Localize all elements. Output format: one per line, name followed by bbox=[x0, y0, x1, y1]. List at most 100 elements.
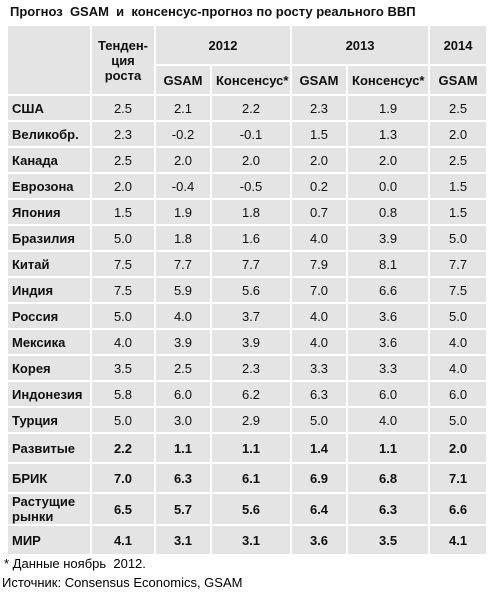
value-cell: -0.2 bbox=[154, 120, 212, 148]
source-text: Consensus Economics, GSAM bbox=[64, 575, 243, 590]
source-label: Источник: bbox=[2, 575, 62, 590]
forecast-table: Тенден-ция роста 2012 2013 2014 GSAM Кон… bbox=[6, 24, 489, 556]
value-cell: 6.3 bbox=[154, 462, 212, 494]
value-cell: 8.1 bbox=[346, 250, 431, 278]
value-cell: 4.0 bbox=[154, 302, 212, 330]
value-cell: 1.9 bbox=[154, 198, 212, 226]
corner-cell bbox=[6, 24, 92, 96]
value-cell: 3.0 bbox=[154, 406, 212, 434]
value-cell: 6.3 bbox=[290, 380, 349, 408]
value-cell: 3.6 bbox=[290, 524, 349, 556]
value-cell: 5.0 bbox=[90, 224, 156, 252]
value-cell: 6.1 bbox=[209, 462, 293, 494]
value-cell: 3.3 bbox=[346, 354, 431, 382]
value-cell: 4.1 bbox=[428, 524, 489, 556]
value-cell: 1.5 bbox=[290, 120, 349, 148]
value-cell: 7.7 bbox=[428, 250, 489, 278]
title: Прогноз GSAM и консенсус-прогноз по рост… bbox=[10, 4, 416, 19]
table-row: Япония 1.5 1.9 1.8 0.7 0.8 1.5 bbox=[6, 198, 489, 226]
value-cell: 3.9 bbox=[154, 328, 212, 356]
value-cell: 7.0 bbox=[290, 276, 349, 304]
value-cell: 1.1 bbox=[154, 432, 212, 464]
value-cell: 5.6 bbox=[209, 276, 293, 304]
table-row: Великобр. 2.3 -0.2 -0.1 1.5 1.3 2.0 bbox=[6, 120, 489, 148]
value-cell: 0.7 bbox=[290, 198, 349, 226]
value-cell: 6.3 bbox=[346, 492, 431, 526]
value-cell: 1.5 bbox=[428, 198, 489, 226]
row-label: БРИК bbox=[6, 462, 92, 494]
value-cell: 1.8 bbox=[154, 224, 212, 252]
value-cell: 2.0 bbox=[428, 120, 489, 148]
value-cell: 2.5 bbox=[154, 354, 212, 382]
value-cell: 0.0 bbox=[346, 172, 431, 200]
header-cell: 2012 bbox=[153, 24, 293, 66]
table-row: Бразилия 5.0 1.8 1.6 4.0 3.9 5.0 bbox=[6, 224, 489, 252]
value-cell: 7.5 bbox=[428, 276, 489, 304]
value-cell: 4.0 bbox=[428, 354, 489, 382]
value-cell: 7.9 bbox=[290, 250, 349, 278]
header-cell: 2014 bbox=[428, 24, 489, 66]
value-cell: 7.7 bbox=[209, 250, 293, 278]
value-cell: 7.0 bbox=[90, 462, 156, 494]
table-row: МИР 4.1 3.1 3.1 3.6 3.5 4.1 bbox=[6, 524, 489, 556]
source: Источник: Consensus Economics, GSAM bbox=[2, 575, 242, 590]
table-row: Канада 2.5 2.0 2.0 2.0 2.0 2.5 bbox=[6, 146, 489, 174]
value-cell: 2.9 bbox=[209, 406, 293, 434]
value-cell: 2.0 bbox=[209, 146, 293, 174]
value-cell: 3.9 bbox=[209, 328, 293, 356]
value-cell: 6.0 bbox=[346, 380, 431, 408]
value-cell: 0.8 bbox=[346, 198, 431, 226]
table-row: Китай 7.5 7.7 7.7 7.9 8.1 7.7 bbox=[6, 250, 489, 278]
table-body: США 2.5 2.1 2.2 2.3 1.9 2.5 Великобр. 2.3 -0.2 -0.… bbox=[6, 94, 489, 556]
row-label: Китай bbox=[6, 250, 92, 278]
row-label: Турция bbox=[6, 406, 92, 434]
value-cell: 6.8 bbox=[346, 462, 431, 494]
value-cell: 6.9 bbox=[290, 462, 349, 494]
header-cell: Консенсус* bbox=[346, 64, 431, 96]
footnote: * Данные ноябрь 2012. bbox=[4, 556, 146, 571]
value-cell: 6.6 bbox=[428, 492, 489, 526]
value-cell: 0.2 bbox=[290, 172, 349, 200]
row-label: Корея bbox=[6, 354, 92, 382]
row-label: США bbox=[6, 94, 92, 122]
value-cell: 6.6 bbox=[346, 276, 431, 304]
value-cell: 2.1 bbox=[154, 94, 212, 122]
value-cell: 2.0 bbox=[90, 172, 156, 200]
value-cell: 2.2 bbox=[209, 94, 293, 122]
header-cell: Тенден-ция роста bbox=[90, 24, 156, 96]
value-cell: 1.9 bbox=[346, 94, 431, 122]
table-row: Еврозона 2.0 -0.4 -0.5 0.2 0.0 1.5 bbox=[6, 172, 489, 200]
value-cell: 7.1 bbox=[428, 462, 489, 494]
row-label: Великобр. bbox=[6, 120, 92, 148]
value-cell: 3.7 bbox=[209, 302, 293, 330]
value-cell: 5.8 bbox=[90, 380, 156, 408]
value-cell: 4.1 bbox=[90, 524, 156, 556]
value-cell: 5.9 bbox=[154, 276, 212, 304]
header-cell: 2013 bbox=[290, 24, 431, 66]
row-label: Канада bbox=[6, 146, 92, 174]
header-cell: GSAM bbox=[428, 64, 489, 96]
table-row: Турция 5.0 3.0 2.9 5.0 4.0 5.0 bbox=[6, 406, 489, 434]
value-cell: 2.5 bbox=[428, 146, 489, 174]
value-cell: 3.1 bbox=[209, 524, 293, 556]
value-cell: 1.5 bbox=[90, 198, 156, 226]
table-row: США 2.5 2.1 2.2 2.3 1.9 2.5 bbox=[6, 94, 489, 122]
value-cell: 3.6 bbox=[346, 302, 431, 330]
value-cell: 3.9 bbox=[346, 224, 431, 252]
value-cell: 3.6 bbox=[346, 328, 431, 356]
row-label: Индонезия bbox=[6, 380, 92, 408]
value-cell: -0.4 bbox=[154, 172, 212, 200]
row-label: Развитые bbox=[6, 432, 92, 464]
table-row: Индонезия 5.8 6.0 6.2 6.3 6.0 6.0 bbox=[6, 380, 489, 408]
value-cell: 7.5 bbox=[90, 250, 156, 278]
value-cell: 2.0 bbox=[428, 432, 489, 464]
value-cell: 6.5 bbox=[90, 492, 156, 526]
row-label: МИР bbox=[6, 524, 92, 556]
value-cell: 5.0 bbox=[428, 302, 489, 330]
value-cell: 2.3 bbox=[290, 94, 349, 122]
value-cell: 3.3 bbox=[290, 354, 349, 382]
value-cell: 4.0 bbox=[290, 224, 349, 252]
value-cell: 2.5 bbox=[90, 146, 156, 174]
table-row: Корея 3.5 2.5 2.3 3.3 3.3 4.0 bbox=[6, 354, 489, 382]
value-cell: 1.5 bbox=[428, 172, 489, 200]
